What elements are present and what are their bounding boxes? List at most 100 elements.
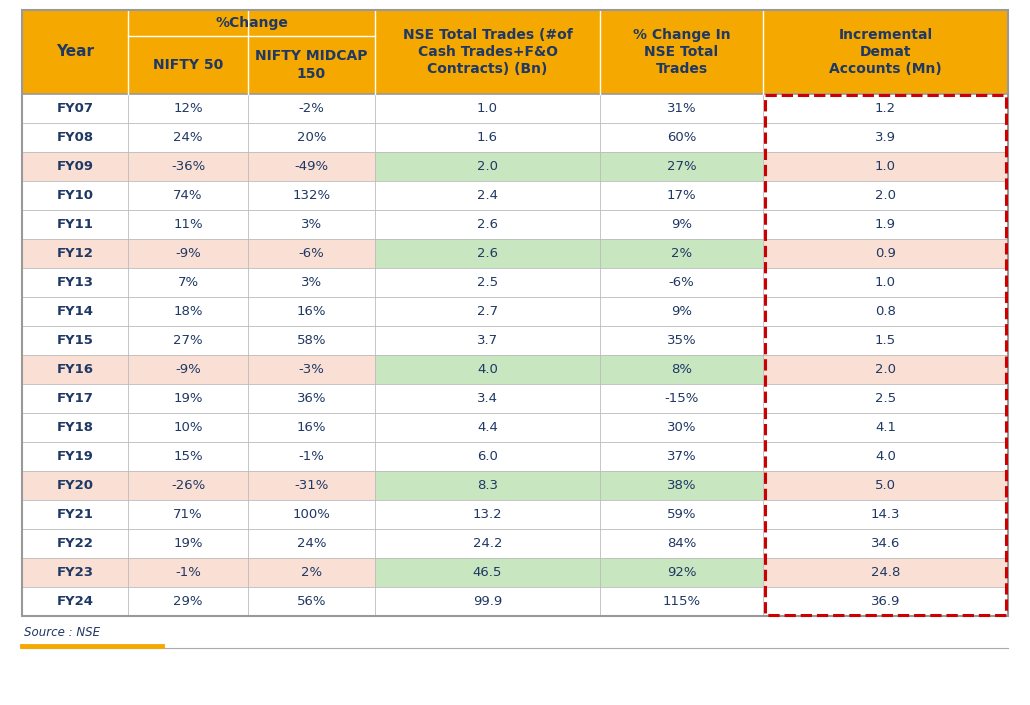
Text: 4.0: 4.0 (876, 450, 896, 463)
Text: 132%: 132% (293, 189, 331, 202)
Text: 35%: 35% (666, 334, 696, 347)
Bar (22, 500, 375, 529)
Bar (22, 558, 375, 587)
Text: 115%: 115% (662, 595, 700, 608)
Bar (375, 152, 763, 181)
Bar (765, 95, 1006, 615)
Bar (763, 239, 1008, 268)
Text: NSE Total Trades (#of
Cash Trades+F&O
Contracts) (Bn): NSE Total Trades (#of Cash Trades+F&O Co… (403, 27, 573, 76)
Text: -26%: -26% (171, 479, 205, 492)
Text: %Change: %Change (215, 16, 288, 30)
Bar (375, 500, 763, 529)
Text: -1%: -1% (175, 566, 201, 579)
Bar (22, 326, 375, 355)
Text: FY19: FY19 (57, 450, 94, 463)
Bar (375, 413, 763, 442)
Text: 2%: 2% (301, 566, 322, 579)
Bar (22, 123, 375, 152)
Bar (375, 355, 763, 384)
Text: -49%: -49% (295, 160, 329, 173)
Text: 24.8: 24.8 (870, 566, 900, 579)
Bar (375, 471, 763, 500)
Bar (22, 239, 375, 268)
Bar (763, 152, 1008, 181)
Text: 3%: 3% (301, 218, 322, 231)
Text: 1.5: 1.5 (874, 334, 896, 347)
Text: FY09: FY09 (57, 160, 94, 173)
Text: 11%: 11% (173, 218, 203, 231)
Text: 2.5: 2.5 (874, 392, 896, 405)
Text: 20%: 20% (297, 131, 327, 144)
Text: 27%: 27% (666, 160, 696, 173)
Text: 9%: 9% (671, 218, 692, 231)
Text: -36%: -36% (171, 160, 205, 173)
Bar (763, 587, 1008, 616)
Text: 2.0: 2.0 (876, 363, 896, 376)
Text: 29%: 29% (173, 595, 203, 608)
Text: NIFTY 50: NIFTY 50 (152, 58, 224, 72)
Text: 71%: 71% (173, 508, 203, 521)
Bar (22, 210, 375, 239)
Bar (375, 442, 763, 471)
Text: 34.6: 34.6 (870, 537, 900, 550)
Bar (763, 268, 1008, 297)
Text: 1.0: 1.0 (477, 102, 497, 115)
Bar (22, 297, 375, 326)
Bar (375, 587, 763, 616)
Text: 27%: 27% (173, 334, 203, 347)
Bar (375, 239, 763, 268)
Text: FY21: FY21 (57, 508, 94, 521)
Text: 16%: 16% (297, 305, 327, 318)
Text: -15%: -15% (664, 392, 698, 405)
Bar (375, 326, 763, 355)
Text: 8.3: 8.3 (477, 479, 497, 492)
Text: 38%: 38% (666, 479, 696, 492)
Text: 10%: 10% (173, 421, 203, 434)
Text: FY20: FY20 (57, 479, 94, 492)
Bar (763, 94, 1008, 123)
Text: 99.9: 99.9 (473, 595, 503, 608)
Text: -3%: -3% (299, 363, 324, 376)
Text: -31%: -31% (295, 479, 329, 492)
Bar (22, 529, 375, 558)
Text: 19%: 19% (173, 537, 203, 550)
Bar (375, 268, 763, 297)
Text: 2.0: 2.0 (876, 189, 896, 202)
Text: 24.2: 24.2 (473, 537, 503, 550)
Bar (22, 10, 1008, 94)
Bar (375, 384, 763, 413)
Text: 4.4: 4.4 (477, 421, 497, 434)
Bar (763, 471, 1008, 500)
Bar (763, 210, 1008, 239)
Text: 2.4: 2.4 (477, 189, 497, 202)
Text: 74%: 74% (173, 189, 203, 202)
Bar (763, 297, 1008, 326)
Text: FY14: FY14 (57, 305, 94, 318)
Text: 60%: 60% (666, 131, 696, 144)
Text: 7%: 7% (177, 276, 199, 289)
Text: 2.6: 2.6 (477, 218, 497, 231)
Bar (375, 297, 763, 326)
Text: 13.2: 13.2 (473, 508, 503, 521)
Text: -6%: -6% (299, 247, 324, 260)
Text: FY08: FY08 (57, 131, 94, 144)
Text: 0.9: 0.9 (876, 247, 896, 260)
Text: 37%: 37% (666, 450, 696, 463)
Text: FY15: FY15 (57, 334, 94, 347)
Bar (22, 413, 375, 442)
Text: Year: Year (56, 44, 94, 59)
Text: 3%: 3% (301, 276, 322, 289)
Text: 24%: 24% (173, 131, 203, 144)
Bar (375, 181, 763, 210)
Text: 15%: 15% (173, 450, 203, 463)
Text: 3.7: 3.7 (477, 334, 499, 347)
Bar (22, 471, 375, 500)
Text: 2.6: 2.6 (477, 247, 497, 260)
Bar (763, 181, 1008, 210)
Text: 6.0: 6.0 (477, 450, 497, 463)
Text: 36%: 36% (297, 392, 327, 405)
Text: Source : NSE: Source : NSE (24, 626, 100, 639)
Bar (375, 558, 763, 587)
Text: FY18: FY18 (57, 421, 94, 434)
Bar (375, 529, 763, 558)
